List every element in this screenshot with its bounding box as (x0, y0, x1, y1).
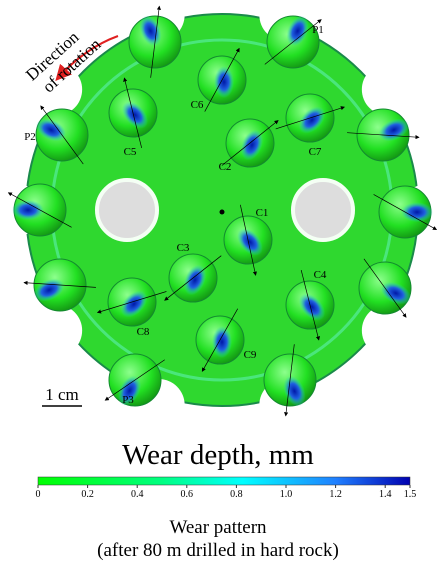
button-label: C4 (314, 269, 327, 281)
button-label: C8 (137, 326, 150, 338)
flushing-hole (293, 180, 353, 240)
wear-spot (214, 66, 234, 98)
button-label: C2 (219, 161, 232, 173)
colorbar-tick-label: 0.8 (230, 489, 243, 500)
button-label: C9 (244, 349, 257, 361)
button-label: C5 (124, 146, 137, 158)
colorbar-tick-label: 1.2 (329, 489, 342, 500)
button-label: P2 (24, 131, 36, 143)
colorbar-ticks: 0 0.2 0.4 0.6 0.8 1.0 1.2 1.4 1.5 (36, 485, 417, 500)
button-label: C1 (256, 207, 269, 219)
button-label: P1 (312, 24, 324, 36)
caption: (after 80 m drilled in hard rock) (97, 540, 339, 561)
colorbar-tick-label: 0 (36, 489, 41, 500)
colorbar-title: Wear depth, mm (122, 439, 314, 471)
center-dot (220, 210, 225, 215)
button-label: C6 (191, 99, 204, 111)
colorbar (38, 477, 410, 485)
wear-spot (12, 200, 44, 220)
figure: Direction of rotation 1 cm Wear depth, m… (0, 0, 437, 563)
colorbar-tick-label: 0.4 (131, 489, 144, 500)
colorbar-tick-label: 1.0 (280, 489, 293, 500)
colorbar-tick-label: 1.4 (379, 489, 392, 500)
notch (362, 64, 414, 116)
scale-label: 1 cm (45, 385, 79, 404)
colorbar-tick-label: 0.2 (81, 489, 94, 500)
colorbar-tick-label: 1.5 (404, 489, 417, 500)
caption: Wear pattern (169, 517, 267, 538)
button-label: C3 (177, 242, 190, 254)
flushing-hole (97, 180, 157, 240)
colorbar-tick-label: 0.6 (181, 489, 194, 500)
button-label: P3 (122, 394, 134, 406)
notch (30, 304, 82, 356)
button-label: C7 (309, 146, 322, 158)
